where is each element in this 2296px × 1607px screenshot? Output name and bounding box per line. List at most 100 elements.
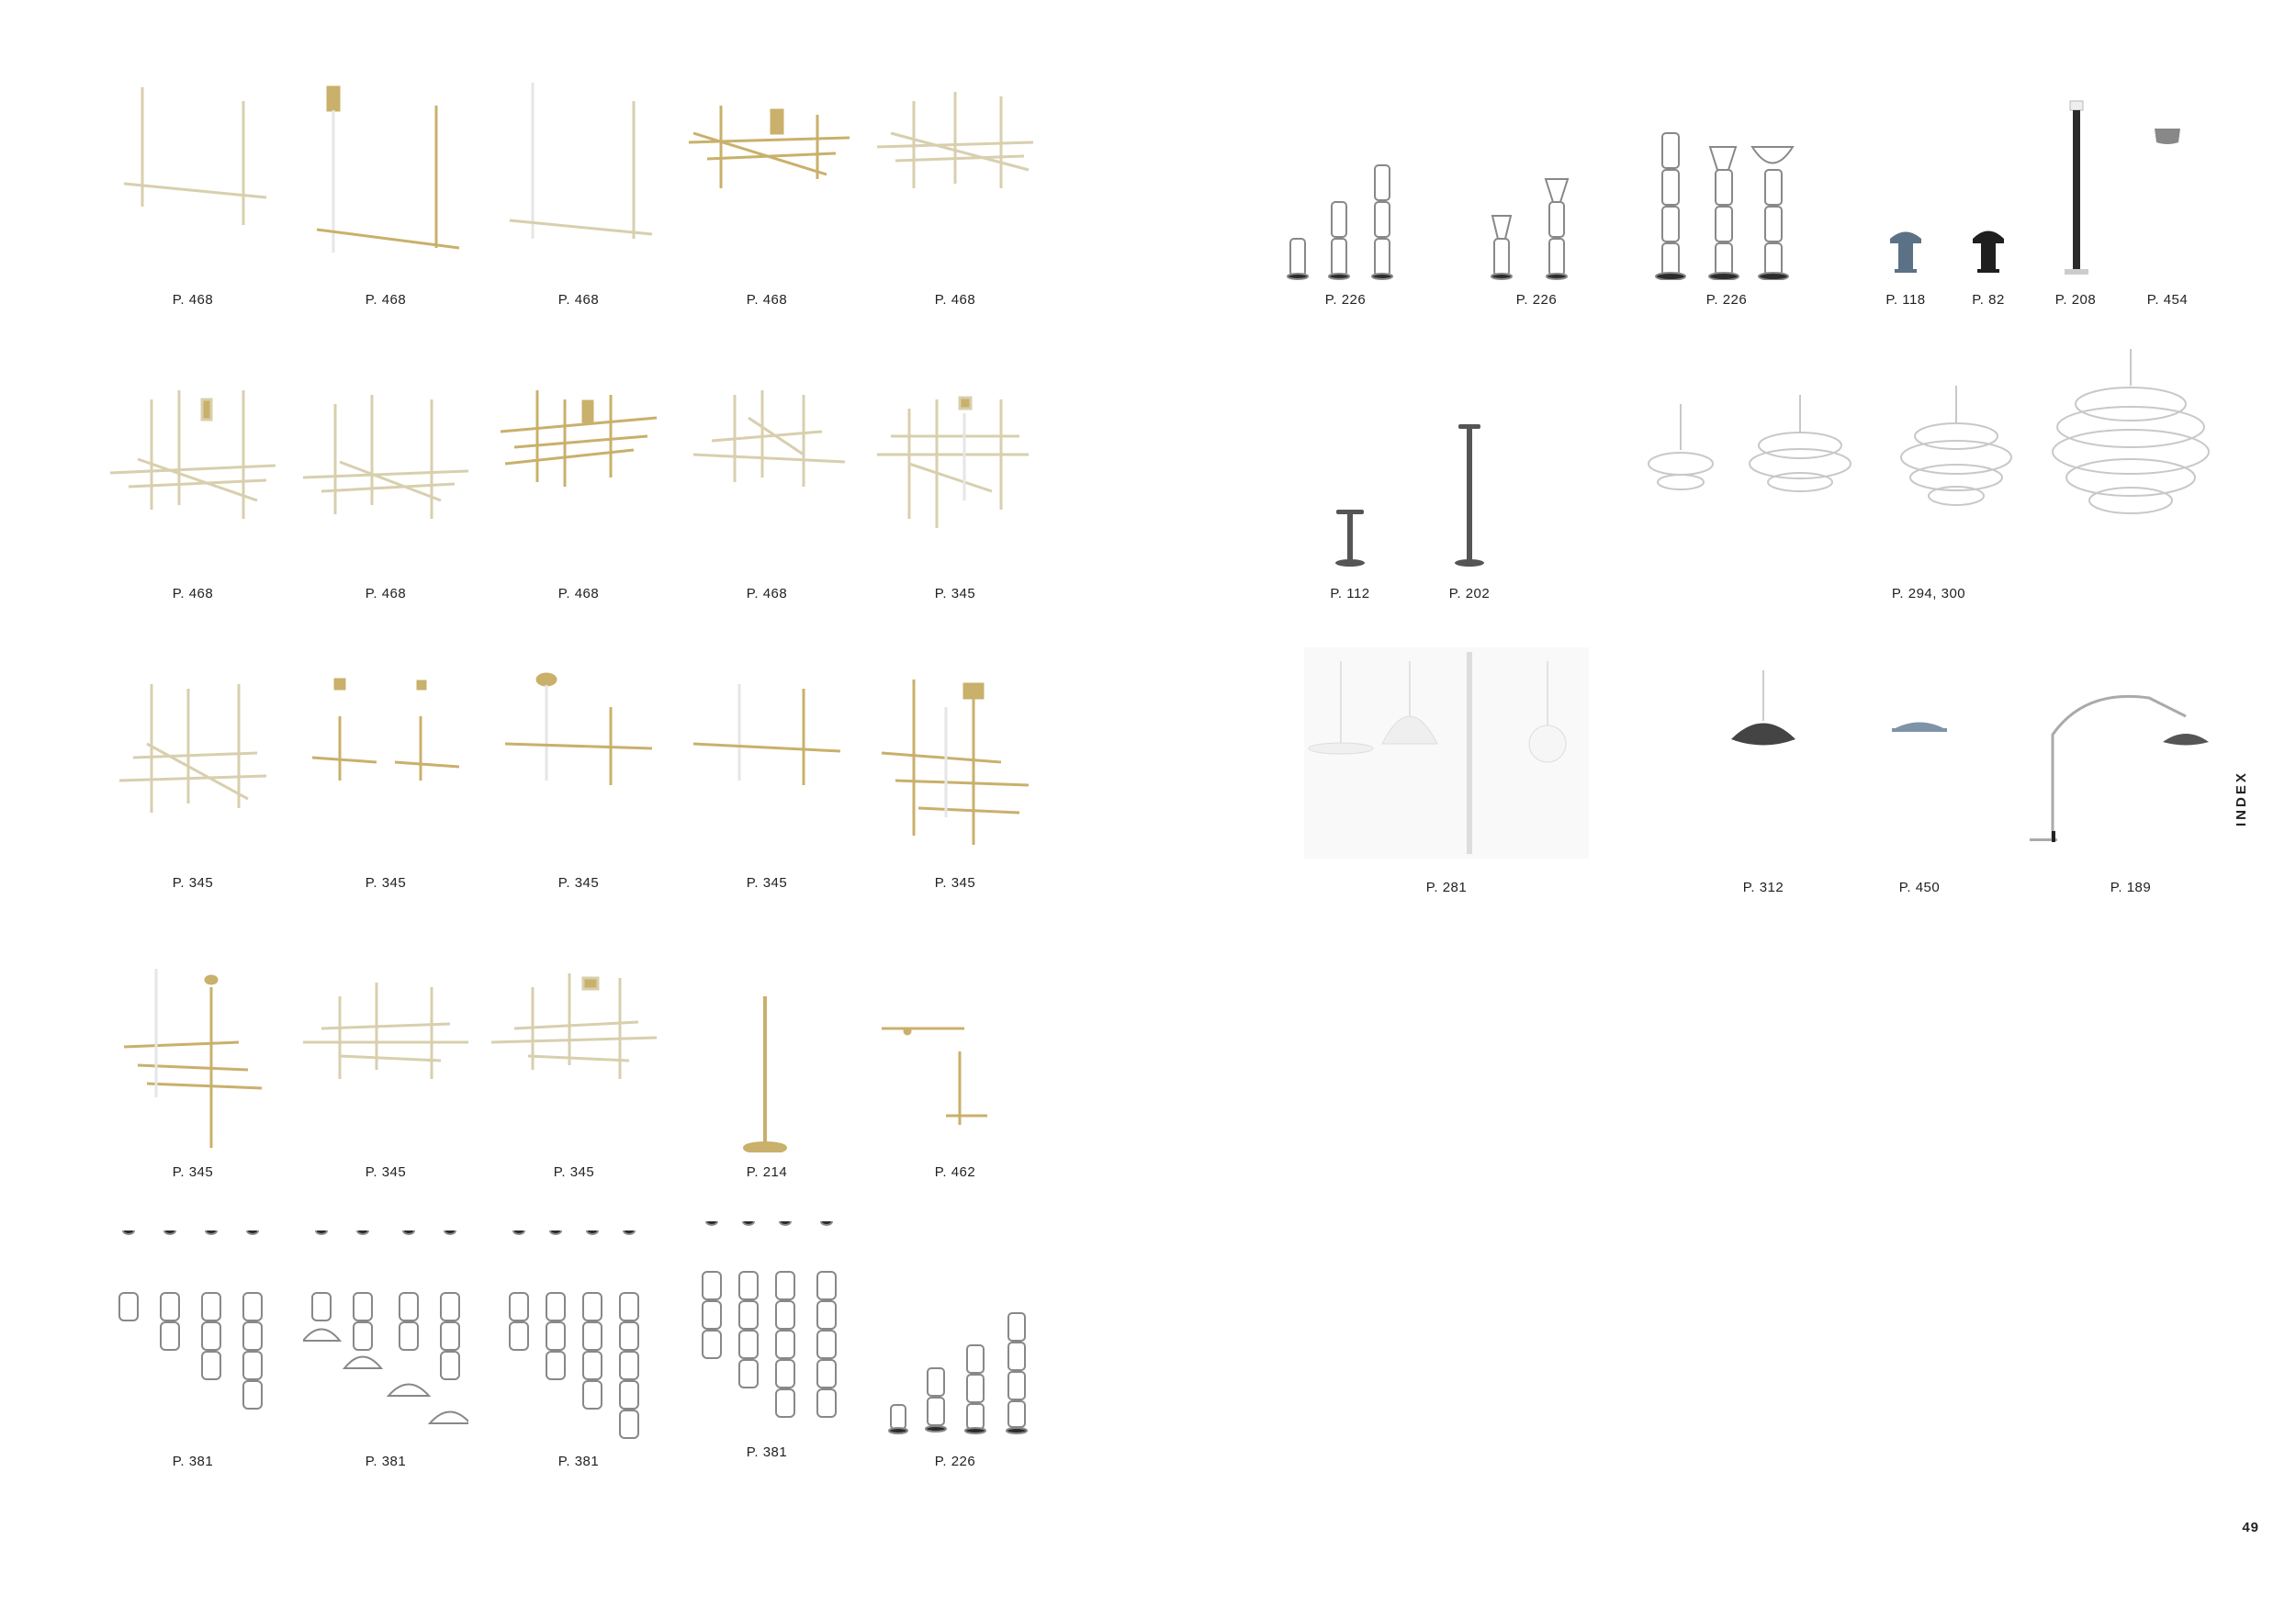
product-bellhop-black[interactable]: P. 82: [1947, 69, 2030, 308]
product-coordinates-7[interactable]: P. 468: [303, 363, 468, 601]
product-image: [1681, 643, 1846, 868]
product-image: [1304, 363, 1396, 574]
product-coordinates-13[interactable]: P. 345: [496, 652, 661, 891]
page-ref-label: P. 281: [1425, 880, 1468, 895]
page-ref-label: P. 214: [746, 1164, 788, 1180]
product-image: [1837, 643, 2002, 868]
product-table-lamp-small[interactable]: P. 112: [1304, 363, 1396, 601]
page-ref-label: P. 345: [934, 586, 976, 601]
product-image: [1424, 363, 1515, 574]
product-image: [110, 941, 276, 1152]
product-noctambule-floor-b[interactable]: P. 226: [1454, 69, 1619, 308]
page-ref-label: P. 345: [172, 1164, 214, 1180]
page-ref-label: P. 345: [365, 1164, 407, 1180]
product-bellhop[interactable]: P. 118: [1864, 69, 1947, 308]
page-ref-label: P. 454: [2146, 292, 2189, 308]
page-ref-label: P. 381: [746, 1444, 788, 1460]
product-coordinates-15[interactable]: P. 345: [872, 652, 1038, 891]
product-image: [872, 652, 1038, 863]
page-ref-label: P. 468: [934, 292, 976, 308]
product-coordinates-17[interactable]: P. 345: [303, 941, 468, 1180]
product-image: [1263, 69, 1428, 280]
product-wall-bar[interactable]: P. 462: [872, 941, 1038, 1180]
page-ref-label: P. 112: [1330, 586, 1370, 601]
product-image: [110, 652, 276, 863]
product-image: [303, 941, 468, 1152]
product-noctambule-2[interactable]: P. 381: [303, 1231, 468, 1469]
product-coordinates-4[interactable]: P. 468: [684, 69, 850, 308]
product-noctambule-4[interactable]: P. 381: [684, 1221, 850, 1460]
product-floor-tube[interactable]: P. 208: [2030, 69, 2122, 308]
product-coordinates-5[interactable]: P. 468: [872, 69, 1038, 308]
product-image: [1635, 349, 2223, 574]
product-coordinates-14[interactable]: P. 345: [684, 652, 850, 891]
page-ref-label: P. 294, 300: [1891, 586, 1966, 601]
product-image: [1454, 69, 1619, 280]
page-ref-label: P. 345: [365, 875, 407, 891]
product-coordinates-18[interactable]: P. 345: [491, 941, 657, 1180]
product-image: [872, 941, 1038, 1152]
page-ref-label: P. 450: [1898, 880, 1941, 895]
product-coordinates-16[interactable]: P. 345: [110, 941, 276, 1180]
product-chandeliers[interactable]: P. 294, 300: [1635, 349, 2223, 601]
product-image: [1304, 643, 1589, 868]
page-ref-label: P. 381: [557, 1454, 600, 1469]
page-ref-label: P. 312: [1742, 880, 1784, 895]
product-image: [2011, 643, 2250, 868]
product-ceiling-spot[interactable]: P. 454: [2122, 69, 2213, 308]
product-pendant-set[interactable]: P. 281: [1304, 643, 1589, 895]
page-ref-label: P. 468: [365, 586, 407, 601]
product-image: [303, 1231, 468, 1442]
product-image: [2122, 69, 2213, 280]
product-image: [491, 941, 657, 1152]
page-ref-label: P. 226: [1324, 292, 1367, 308]
page-ref-label: P. 468: [365, 292, 407, 308]
product-noctambule-1[interactable]: P. 381: [110, 1231, 276, 1469]
product-image: [496, 1231, 661, 1442]
product-image: [684, 1221, 850, 1433]
product-floor-bar[interactable]: P. 214: [684, 941, 850, 1180]
product-image: [2030, 69, 2122, 280]
page-ref-label: P. 468: [172, 292, 214, 308]
product-image: [872, 1231, 1038, 1442]
page-ref-label: P. 208: [2054, 292, 2097, 308]
product-coordinates-9[interactable]: P. 468: [684, 363, 850, 601]
page-ref-label: P. 468: [746, 586, 788, 601]
page-ref-label: P. 189: [2110, 880, 2152, 895]
page-ref-label: P. 226: [934, 1454, 976, 1469]
product-image: [496, 652, 661, 863]
product-noctambule-floor-a[interactable]: P. 226: [1263, 69, 1428, 308]
product-coordinates-11[interactable]: P. 345: [110, 652, 276, 891]
product-skynest-pendant[interactable]: P. 312: [1681, 643, 1846, 895]
product-image: [684, 652, 850, 863]
page-ref-label: P. 345: [557, 875, 600, 891]
product-coordinates-12[interactable]: P. 345: [303, 652, 468, 891]
product-skynest-ceiling[interactable]: P. 450: [1837, 643, 2002, 895]
page-ref-label: P. 118: [1885, 292, 1926, 308]
index-side-tab: INDEX: [2234, 770, 2249, 826]
product-noctambule-floor-c[interactable]: P. 226: [1644, 69, 1809, 308]
page-ref-label: P. 462: [934, 1164, 976, 1180]
product-coordinates-6[interactable]: P. 468: [110, 363, 276, 601]
product-image: [110, 363, 276, 574]
product-image: [684, 69, 850, 280]
product-noctambule-3[interactable]: P. 381: [496, 1231, 661, 1469]
product-image: [496, 363, 661, 574]
product-image: [110, 1231, 276, 1442]
product-coordinates-8[interactable]: P. 468: [496, 363, 661, 601]
product-coordinates-10[interactable]: P. 345: [872, 363, 1038, 601]
page-ref-label: P. 345: [553, 1164, 595, 1180]
product-coordinates-2[interactable]: P. 468: [303, 69, 468, 308]
page-ref-label: P. 345: [934, 875, 976, 891]
product-arc-floor-lamp[interactable]: P. 189: [2011, 643, 2250, 895]
page-ref-label: P. 345: [172, 875, 214, 891]
product-coordinates-3[interactable]: P. 468: [496, 69, 661, 308]
product-image: [303, 69, 468, 280]
product-image: [1864, 69, 1947, 280]
product-coordinates-1[interactable]: P. 468: [110, 69, 276, 308]
product-noctambule-floor[interactable]: P. 226: [872, 1231, 1038, 1469]
product-image: [872, 69, 1038, 280]
product-floor-lamp-slim[interactable]: P. 202: [1424, 363, 1515, 601]
page-ref-label: P. 226: [1515, 292, 1558, 308]
